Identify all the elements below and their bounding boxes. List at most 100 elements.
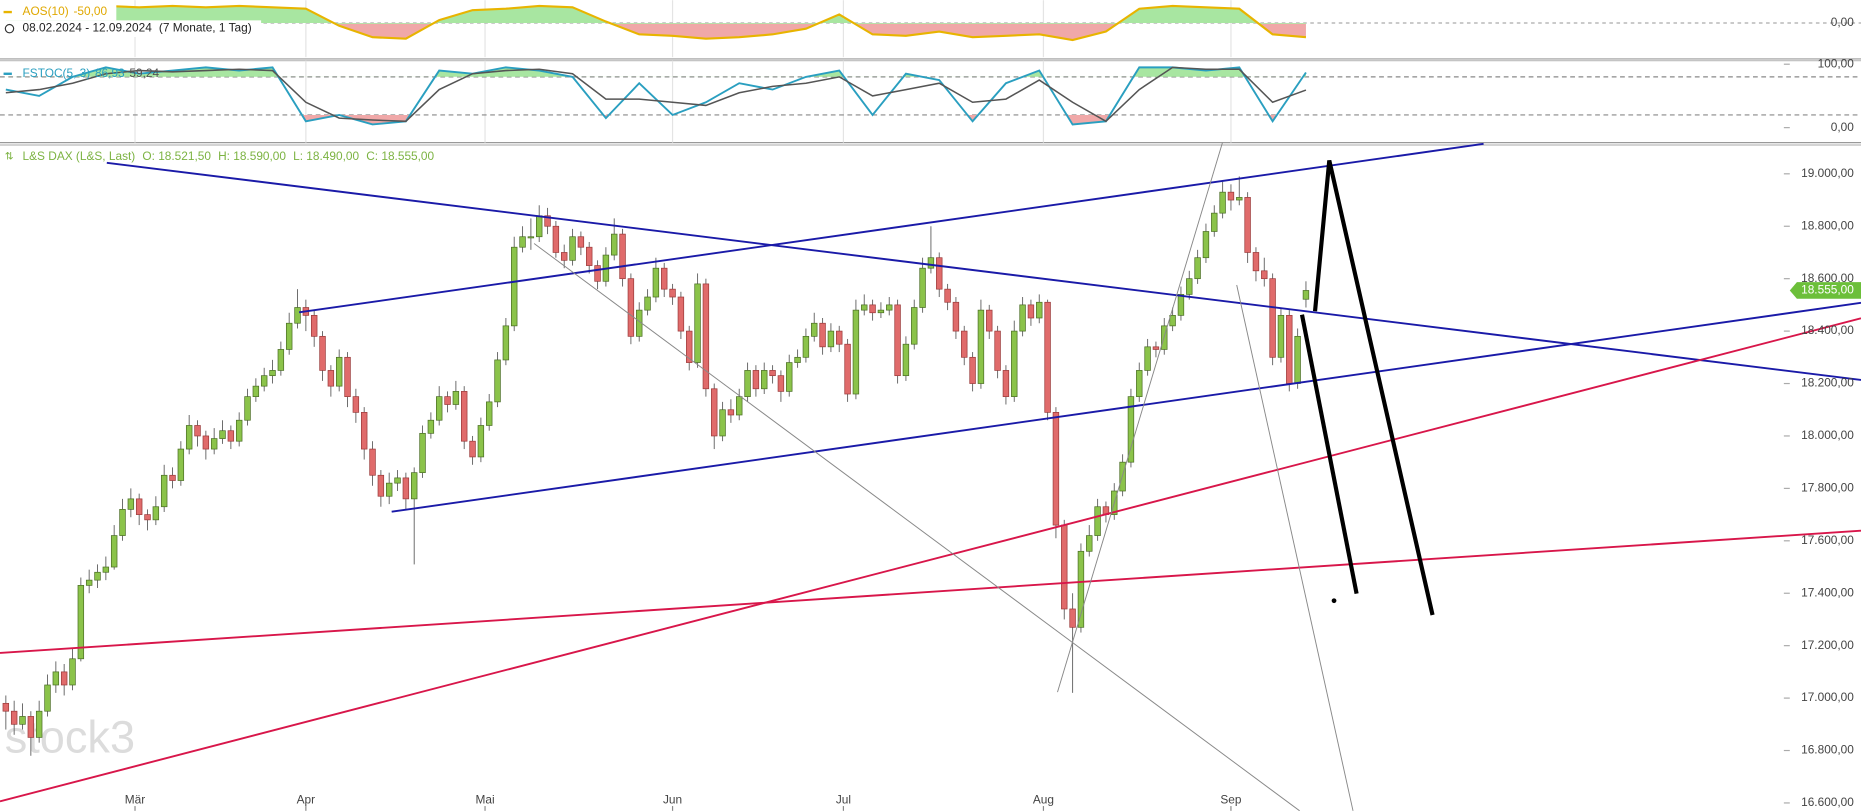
- candle-body: [786, 362, 793, 392]
- candle-body: [1202, 231, 1210, 259]
- candle-body: [419, 432, 426, 474]
- candle-body: [260, 375, 268, 387]
- candle-body: [144, 514, 151, 521]
- label-bg: [0, 3, 117, 21]
- trend-line: [298, 142, 1484, 314]
- candle-body: [744, 370, 751, 397]
- candle-body: [652, 267, 660, 298]
- fstoc-d-value: 59,24: [129, 66, 159, 80]
- candle-body: [1261, 270, 1268, 280]
- candle-body: [1002, 370, 1010, 397]
- candle-body: [135, 498, 143, 515]
- candle-body: [927, 257, 935, 269]
- labels-layer: AOS(10) -50,00 08.02.2024 - 12.09.2024 (7 …: [0, 3, 1861, 809]
- candle-body: [1044, 301, 1051, 413]
- aos-title: AOS(10): [23, 4, 69, 18]
- candle-body: [769, 370, 776, 377]
- candle-body: [911, 307, 918, 345]
- candle-body: [486, 401, 493, 426]
- ohlc-high: H: 18.590,00: [218, 149, 286, 163]
- candle-body: [727, 409, 735, 416]
- x-tick-label: Apr: [297, 792, 316, 806]
- candle-body: [527, 236, 535, 239]
- candle-body: [177, 448, 185, 481]
- y-tick-label: 16.800,00: [1801, 743, 1854, 757]
- candle-body: [19, 716, 26, 725]
- candle-body: [1094, 506, 1101, 536]
- y-tick-label: 18.400,00: [1801, 323, 1854, 337]
- candle-body: [952, 301, 960, 332]
- candle-body: [544, 215, 551, 227]
- candle-body: [210, 438, 218, 450]
- candle-body: [110, 535, 118, 568]
- candle-body: [577, 236, 585, 248]
- candle-body: [377, 474, 385, 497]
- aos-value: -50,00: [73, 4, 107, 18]
- forecast-line: [1299, 314, 1359, 595]
- candle-body: [119, 508, 126, 536]
- level-fill: [72, 67, 1306, 77]
- candle-body: [444, 396, 451, 405]
- y-tick-label: 0,00: [1831, 120, 1854, 134]
- candle-body: [69, 658, 76, 686]
- candle-body: [352, 396, 360, 413]
- candle-body: [1061, 524, 1068, 610]
- candle-body: [569, 236, 576, 261]
- candle-body: [127, 498, 135, 510]
- ohlc-open: O: 18.521,50: [142, 149, 211, 163]
- y-tick-label: 17.000,00: [1801, 690, 1854, 704]
- candle-body: [294, 307, 301, 324]
- candle-body: [160, 474, 168, 508]
- candle-body: [1302, 290, 1310, 300]
- candle-body: [244, 396, 251, 421]
- trend-line: [533, 243, 1300, 811]
- candle-body: [10, 710, 18, 725]
- x-tick-label: Sep: [1220, 792, 1242, 806]
- candle-body: [194, 425, 201, 437]
- candle-body: [852, 309, 860, 395]
- candle-body: [1027, 304, 1035, 319]
- candle-body: [469, 440, 476, 458]
- candle-body: [436, 396, 443, 421]
- forecast-line: [1312, 159, 1435, 616]
- candle-body: [1036, 301, 1043, 319]
- candle-body: [586, 246, 593, 266]
- y-tick-label: 18.000,00: [1801, 428, 1854, 442]
- x-tick-label: Jun: [663, 792, 682, 806]
- x-tick-label: Mai: [475, 792, 494, 806]
- candle-body: [235, 419, 243, 442]
- y-tick-label: 100,00: [1818, 56, 1855, 70]
- candle-body: [1052, 412, 1060, 526]
- candle-body: [94, 571, 101, 581]
- candle-body: [310, 315, 318, 337]
- candle-body: [219, 430, 226, 439]
- candle-body: [611, 233, 618, 256]
- candle-body: [702, 283, 710, 390]
- candle-body: [844, 343, 851, 395]
- candle-body: [77, 585, 85, 660]
- candle-body: [1286, 315, 1293, 384]
- candle-body: [619, 233, 626, 280]
- candle-body: [1236, 197, 1243, 201]
- candle-body: [936, 257, 943, 290]
- candle-body: [511, 246, 518, 327]
- candle-body: [719, 409, 726, 437]
- candle-body: [694, 283, 701, 363]
- candle-body: [752, 370, 760, 390]
- candle-body: [152, 506, 160, 521]
- candle-body: [227, 430, 235, 442]
- candle-body: [1252, 252, 1260, 272]
- candle-body: [1194, 257, 1201, 280]
- label-bg: [0, 20, 262, 37]
- candle-body: [969, 356, 976, 384]
- trend-line: [0, 317, 1861, 803]
- candle-body: [402, 477, 410, 500]
- candle-body: [44, 684, 51, 712]
- candle-body: [902, 343, 910, 377]
- stoch-line: [5, 66, 1307, 126]
- candle-body: [394, 477, 401, 484]
- candle-body: [994, 330, 1001, 371]
- candle-body: [461, 391, 468, 442]
- candle-body: [736, 396, 743, 416]
